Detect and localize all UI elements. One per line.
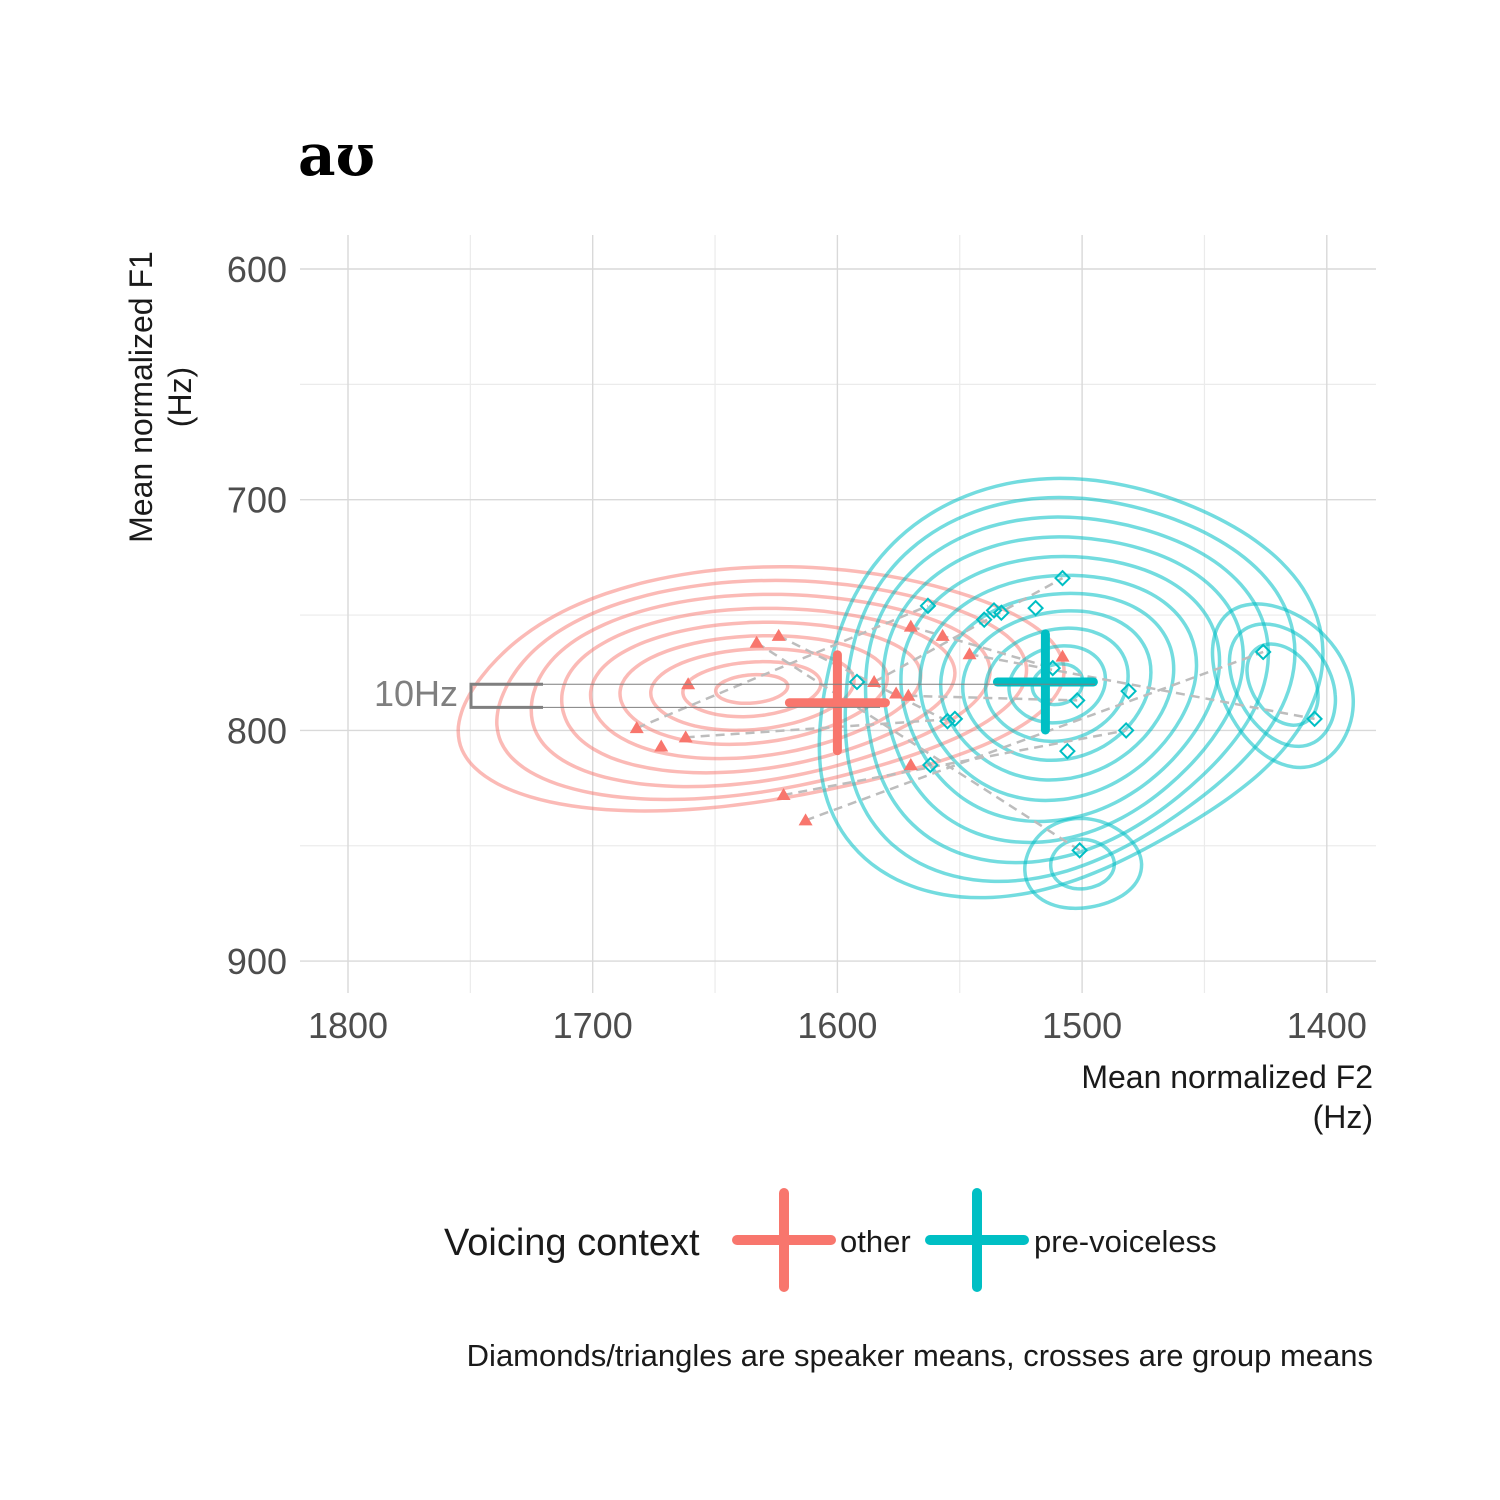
contour-pre-voiceless xyxy=(918,573,1199,803)
speaker-link xyxy=(805,650,1264,822)
scale-bar: 10Hz xyxy=(374,673,1095,714)
speaker-mean-other xyxy=(903,619,918,632)
density-contours-pre-voiceless xyxy=(817,476,1356,911)
contour-pre-voiceless xyxy=(817,476,1325,900)
speaker-mean-other xyxy=(901,688,916,701)
y-axis-title: Mean normalized F1 (Hz) xyxy=(123,251,198,543)
speaker-mean-other xyxy=(903,758,918,771)
speaker-link xyxy=(778,634,949,723)
chart-title: aʊ xyxy=(298,121,375,189)
contour-pre-voiceless xyxy=(1210,602,1356,770)
legend-key-other xyxy=(732,1188,836,1292)
x-axis-title-line2: (Hz) xyxy=(1313,1099,1373,1135)
density-contours-other xyxy=(456,564,1066,813)
speaker-link xyxy=(873,577,1064,684)
speaker-mean-pre-voiceless xyxy=(1059,742,1076,760)
scale-bar-label: 10Hz xyxy=(374,673,458,714)
x-tick-labels: 1800 1700 1600 1500 1400 xyxy=(308,1005,1367,1046)
contour-other xyxy=(681,659,823,719)
contour-pre-voiceless xyxy=(1245,642,1320,727)
speaker-mean-other xyxy=(962,647,977,660)
speaker-mean-other xyxy=(629,721,644,734)
speaker-mean-other xyxy=(889,686,904,699)
contour-pre-voiceless xyxy=(983,626,1130,744)
y-axis-title-line2: (Hz) xyxy=(162,367,198,427)
contour-other xyxy=(495,578,1029,802)
x-tick-label: 1500 xyxy=(1042,1005,1122,1046)
legend-title: Voicing context xyxy=(444,1222,700,1264)
contour-pre-voiceless xyxy=(938,591,1176,782)
speaker-mean-pre-voiceless xyxy=(921,756,939,774)
speaker-mean-pre-voiceless xyxy=(992,604,1010,622)
contour-pre-voiceless xyxy=(899,554,1222,824)
contour-other xyxy=(649,647,856,733)
y-tick-label: 700 xyxy=(227,480,287,521)
contour-pre-voiceless xyxy=(1023,816,1144,911)
speaker-mean-other xyxy=(798,813,813,826)
contour-other xyxy=(713,672,790,706)
x-tick-label: 1700 xyxy=(553,1005,633,1046)
legend-label-pre-voiceless: pre-voiceless xyxy=(1034,1224,1217,1259)
contour-other xyxy=(618,633,890,747)
speaker-mean-pre-voiceless xyxy=(1071,841,1089,859)
y-tick-labels: 600 700 800 900 xyxy=(227,249,287,982)
legend-key-pre-voiceless xyxy=(925,1188,1029,1292)
contour-pre-voiceless xyxy=(1227,622,1338,749)
speaker-link xyxy=(910,625,1054,670)
speaker-mean-other xyxy=(935,628,950,641)
x-axis-title: Mean normalized F2 (Hz) xyxy=(1081,1059,1373,1135)
contour-pre-voiceless xyxy=(881,535,1246,845)
speaker-mean-pre-voiceless xyxy=(939,712,956,730)
speaker-mean-pre-voiceless xyxy=(1068,691,1086,709)
legend: Voicing context other pre-voiceless xyxy=(444,1188,1217,1292)
contour-pre-voiceless xyxy=(1007,644,1108,725)
speaker-mean-other xyxy=(654,739,669,752)
speaker-mean-pre-voiceless xyxy=(946,710,964,728)
speaker-mean-other xyxy=(749,635,764,648)
speaker-mean-pre-voiceless xyxy=(1120,682,1138,700)
legend-label-other: other xyxy=(840,1224,911,1259)
x-axis-title-line1: Mean normalized F2 xyxy=(1081,1059,1373,1095)
contour-pre-voiceless xyxy=(960,609,1153,763)
caption: Diamonds/triangles are speaker means, cr… xyxy=(467,1338,1373,1373)
scale-bar-bracket xyxy=(469,682,543,709)
contour-other xyxy=(559,606,957,775)
contour-pre-voiceless xyxy=(863,515,1271,865)
speaker-mean-other xyxy=(678,730,693,743)
speaker-mean-other xyxy=(771,628,786,641)
x-tick-label: 1400 xyxy=(1287,1005,1367,1046)
contour-pre-voiceless xyxy=(1030,662,1085,707)
contour-other xyxy=(456,564,1066,813)
speaker-mean-other xyxy=(1055,649,1070,662)
y-tick-label: 900 xyxy=(227,941,287,982)
contour-pre-voiceless xyxy=(1048,837,1117,891)
y-axis-title-line1: Mean normalized F1 xyxy=(123,251,159,543)
grid-lines xyxy=(300,235,1376,993)
y-tick-label: 600 xyxy=(227,249,287,290)
speaker-link xyxy=(783,729,1127,797)
y-tick-label: 800 xyxy=(227,710,287,751)
speaker-mean-pre-voiceless xyxy=(919,597,937,615)
speaker-mean-pre-voiceless xyxy=(1117,721,1135,739)
speaker-means xyxy=(629,569,1323,859)
group-means xyxy=(784,629,1098,756)
speaker-link xyxy=(969,653,1315,721)
x-tick-label: 1600 xyxy=(797,1005,877,1046)
contour-pre-voiceless xyxy=(843,495,1297,884)
speaker-mean-other xyxy=(867,674,882,687)
speaker-mean-other xyxy=(681,677,696,690)
speaker-link xyxy=(755,641,1081,852)
speaker-mean-pre-voiceless xyxy=(975,611,993,629)
speaker-mean-pre-voiceless xyxy=(1306,710,1323,728)
speaker-mean-other xyxy=(776,787,791,800)
speaker-mean-pre-voiceless xyxy=(1254,643,1272,661)
speaker-mean-pre-voiceless xyxy=(848,673,866,691)
speaker-mean-pre-voiceless xyxy=(1054,569,1071,587)
x-tick-label: 1800 xyxy=(308,1005,388,1046)
speaker-mean-pre-voiceless xyxy=(1027,599,1045,617)
